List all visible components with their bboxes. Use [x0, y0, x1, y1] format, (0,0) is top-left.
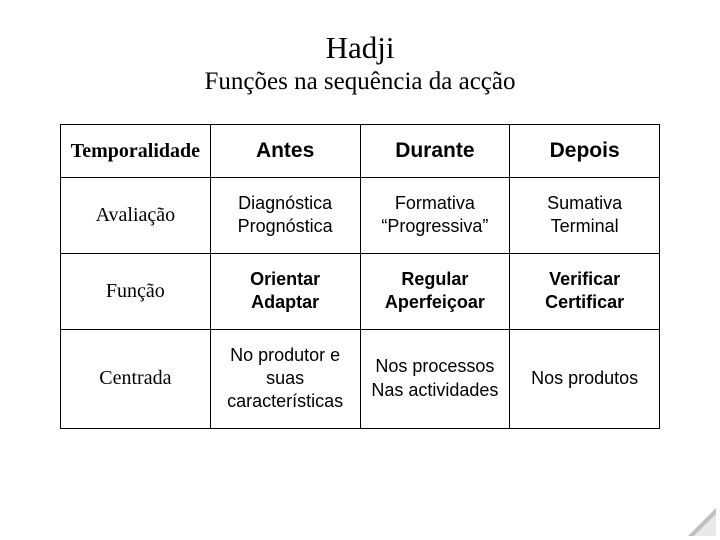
cell-line: Adaptar — [217, 291, 354, 314]
label-text: Centrada — [99, 367, 171, 389]
cell-line: “Progressiva” — [367, 215, 504, 238]
row-label-temporalidade: Temporalidade — [61, 125, 211, 178]
label-text: Avaliação — [96, 204, 176, 226]
cell-funcao-depois: Verificar Certificar — [510, 253, 660, 329]
table-row: Centrada No produtor e suas característi… — [61, 329, 660, 428]
cell-line: Nos produtos — [516, 367, 653, 390]
row-label-funcao: Função — [61, 253, 211, 329]
slide-container: Hadji Funções na sequência da acção Temp… — [0, 0, 720, 540]
cell-line: Verificar — [516, 268, 653, 291]
cell-centrada-antes: No produtor e suas características — [210, 329, 360, 428]
header-text: Depois — [550, 139, 620, 162]
cell-line: Certificar — [516, 291, 653, 314]
header-text: Durante — [395, 139, 474, 162]
cell-avaliacao-durante: Formativa “Progressiva” — [360, 178, 510, 254]
col-header-depois: Depois — [510, 125, 660, 178]
page-curl-icon — [686, 506, 716, 536]
cell-line: Regular — [367, 268, 504, 291]
cell-line: Sumativa — [516, 192, 653, 215]
cell-centrada-depois: Nos produtos — [510, 329, 660, 428]
table-row: Avaliação Diagnóstica Prognóstica Format… — [61, 178, 660, 254]
cell-line: Nas actividades — [367, 379, 504, 402]
cell-avaliacao-depois: Sumativa Terminal — [510, 178, 660, 254]
cell-line: Nos processos — [367, 355, 504, 378]
table-row: Função Orientar Adaptar Regular Aperfeiç… — [61, 253, 660, 329]
label-text: Temporalidade — [71, 140, 200, 162]
cell-line: Formativa — [367, 192, 504, 215]
cell-line: Diagnóstica — [217, 192, 354, 215]
data-table: Temporalidade Antes Durante Depois Avali… — [60, 124, 660, 429]
cell-centrada-durante: Nos processos Nas actividades — [360, 329, 510, 428]
row-label-avaliacao: Avaliação — [61, 178, 211, 254]
cell-line: Terminal — [516, 215, 653, 238]
cell-funcao-antes: Orientar Adaptar — [210, 253, 360, 329]
cell-funcao-durante: Regular Aperfeiçoar — [360, 253, 510, 329]
slide-subtitle: Funções na sequência da acção — [60, 68, 660, 96]
row-label-centrada: Centrada — [61, 329, 211, 428]
col-header-durante: Durante — [360, 125, 510, 178]
cell-line: Prognóstica — [217, 215, 354, 238]
header-text: Antes — [256, 139, 314, 162]
title-block: Hadji Funções na sequência da acção — [60, 30, 660, 96]
slide-title: Hadji — [60, 30, 660, 66]
cell-avaliacao-antes: Diagnóstica Prognóstica — [210, 178, 360, 254]
cell-line: No produtor e suas características — [217, 344, 354, 414]
cell-line: Aperfeiçoar — [367, 291, 504, 314]
table-row: Temporalidade Antes Durante Depois — [61, 125, 660, 178]
col-header-antes: Antes — [210, 125, 360, 178]
label-text: Função — [106, 280, 165, 302]
cell-line: Orientar — [217, 268, 354, 291]
